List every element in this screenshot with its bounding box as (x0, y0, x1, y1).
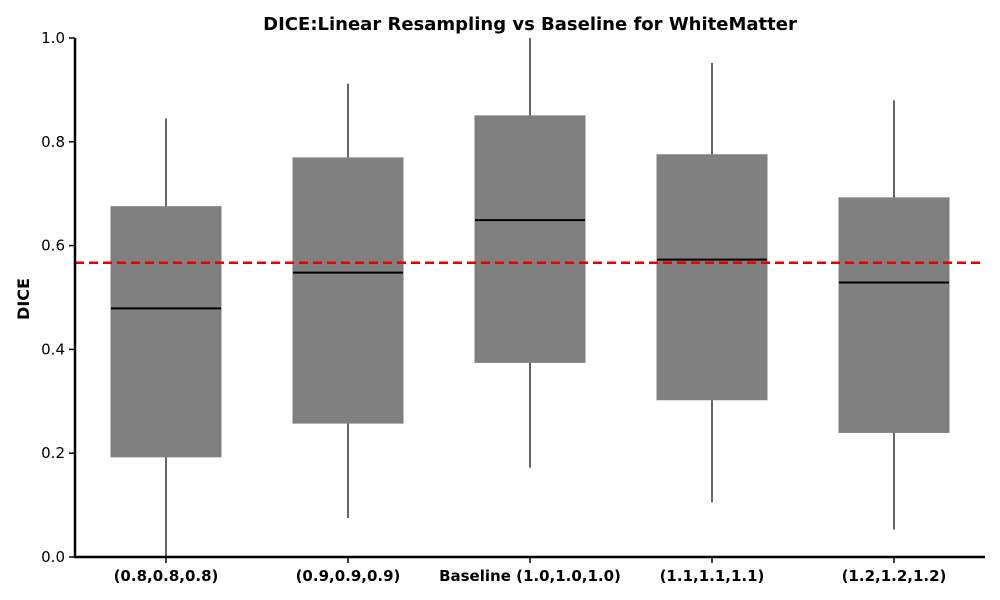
y-tick-label: 0.6 (41, 237, 65, 255)
box (110, 206, 222, 458)
box (292, 157, 404, 424)
box (838, 197, 950, 433)
y-tick-label: 1.0 (41, 29, 65, 47)
y-axis-label: DICE (14, 278, 33, 320)
x-tick-label: (1.1,1.1,1.1) (660, 567, 765, 585)
box (656, 154, 768, 401)
y-tick-label: 0.2 (41, 444, 65, 462)
box-group (110, 118, 222, 557)
box-group (838, 100, 950, 530)
box (474, 115, 586, 363)
y-tick-label: 0.0 (41, 548, 65, 566)
x-tick-label: (0.8,0.8,0.8) (114, 567, 219, 585)
y-tick-label: 0.8 (41, 133, 65, 151)
x-tick-label: Baseline (1.0,1.0,1.0) (439, 567, 621, 585)
plot-area (75, 38, 985, 557)
box-group (292, 83, 404, 519)
y-axis-ticks: 0.0 0.2 0.4 0.6 0.8 1.0 (41, 29, 75, 566)
x-tick-label: (0.9,0.9,0.9) (296, 567, 401, 585)
box-group (656, 62, 768, 503)
chart-title: DICE:Linear Resampling vs Baseline for W… (263, 14, 797, 35)
y-tick-label: 0.4 (41, 340, 65, 358)
x-axis-ticks: (0.8,0.8,0.8) (0.9,0.9,0.9) Baseline (1.0,… (114, 557, 947, 585)
x-tick-label: (1.2,1.2,1.2) (842, 567, 947, 585)
box-group (474, 38, 586, 468)
